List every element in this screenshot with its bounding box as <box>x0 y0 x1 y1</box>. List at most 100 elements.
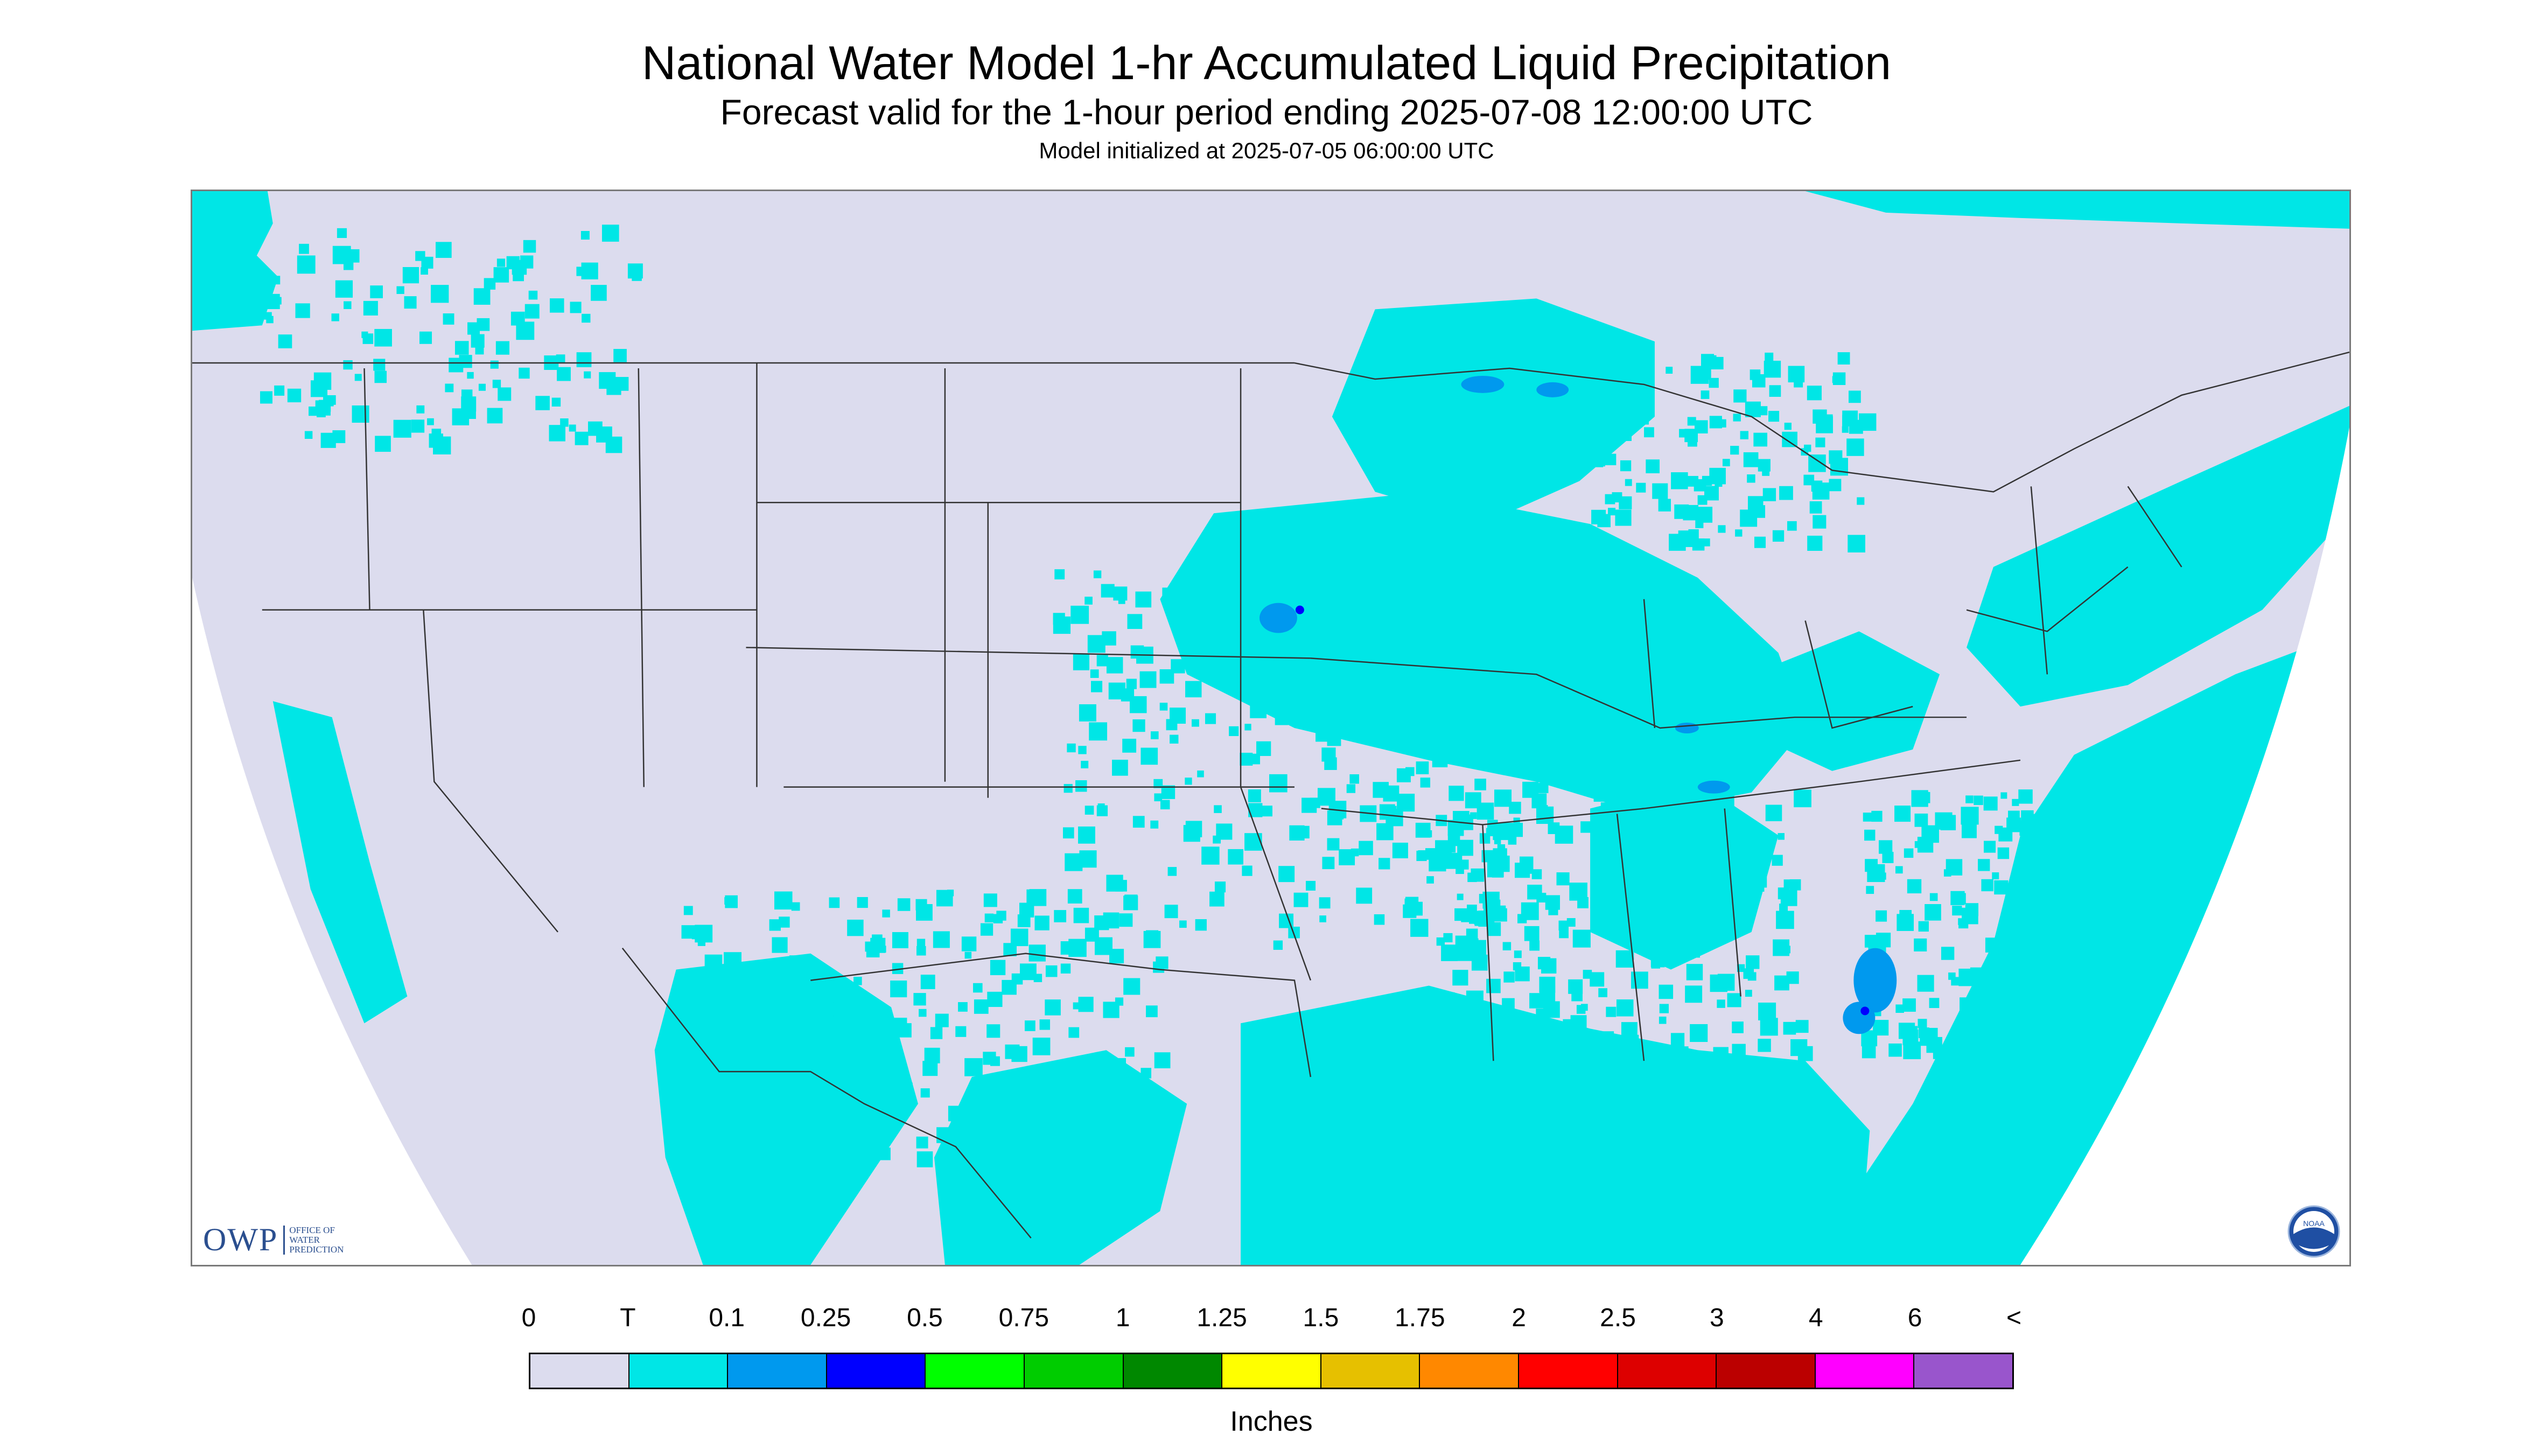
trace-precip-cell <box>1351 654 1358 661</box>
trace-precip-cell <box>1494 837 1501 844</box>
trace-precip-cell <box>1485 611 1496 622</box>
colorbar-swatch <box>1420 1354 1519 1388</box>
trace-precip-cell <box>1129 696 1147 713</box>
trace-precip-cell <box>704 954 723 972</box>
trace-precip-cell <box>2019 820 2035 836</box>
trace-precip-cell <box>1758 1039 1771 1052</box>
trace-precip-cell <box>744 1021 761 1039</box>
trace-precip-cell <box>699 1014 712 1027</box>
trace-precip-cell <box>1646 459 1660 473</box>
trace-precip-cell <box>964 1058 983 1076</box>
trace-precip-cell <box>1783 1021 1796 1035</box>
trace-precip-cell <box>915 904 933 921</box>
trace-precip-cell <box>1459 1007 1473 1021</box>
trace-precip-cell <box>1275 712 1289 725</box>
trace-precip-cell <box>761 1057 775 1071</box>
trace-precip-cell <box>1073 907 1089 923</box>
trace-precip-cell <box>591 285 607 301</box>
trace-precip-cell <box>919 1009 927 1017</box>
trace-precip-cell <box>980 923 993 936</box>
trace-precip-cell <box>873 1142 887 1154</box>
trace-precip-cell <box>582 313 591 323</box>
trace-precip-cell <box>1019 902 1034 918</box>
trace-precip-cell <box>867 1003 874 1010</box>
projection-edge-mask <box>192 427 2349 1265</box>
trace-precip-cell <box>1503 971 1515 983</box>
trace-precip-cell <box>892 932 908 948</box>
trace-precip-cell <box>1209 891 1224 907</box>
trace-precip-cell <box>1011 1046 1027 1062</box>
colorbar-tick-label: 3 <box>1710 1304 1724 1332</box>
trace-precip-cell <box>1734 897 1750 912</box>
colorbar-swatch <box>530 1354 629 1388</box>
trace-precip-cell <box>1256 741 1271 756</box>
trace-precip-cell <box>1509 801 1521 814</box>
trace-precip-cell <box>677 1005 691 1019</box>
trace-precip-cell <box>1690 1024 1708 1042</box>
trace-precip-cell <box>964 951 972 959</box>
trace-precip-cell <box>1577 897 1589 908</box>
trace-precip-cell <box>1185 821 1202 837</box>
trace-precip-cell <box>1329 805 1341 817</box>
colorbar-tick-label: 6 <box>1907 1304 1922 1332</box>
trace-precip-cell <box>1864 829 1876 841</box>
trace-precip-cell <box>884 1047 892 1055</box>
trace-precip-cell <box>1418 572 1432 586</box>
trace-precip-cell <box>806 1024 813 1031</box>
trace-precip-cell <box>897 898 911 911</box>
trace-precip-cell <box>1601 388 1610 396</box>
trace-precip-cell <box>1752 374 1766 388</box>
trace-precip-cell <box>1897 914 1914 931</box>
trace-precip-cell <box>1459 946 1471 958</box>
trace-precip-cell <box>605 436 622 453</box>
trace-precip-cell <box>1491 739 1501 748</box>
trace-precip-cell <box>722 1127 739 1144</box>
trace-precip-cell <box>274 297 282 305</box>
trace-precip-cell <box>951 1152 968 1168</box>
trace-precip-cell <box>1619 496 1632 509</box>
trace-precip-cell <box>724 952 741 970</box>
trace-precip-cell <box>1776 911 1794 929</box>
trace-precip-cell <box>1687 417 1696 426</box>
trace-precip-cell <box>1154 793 1163 802</box>
moderate-precip-core <box>1860 1006 1870 1016</box>
trace-precip-cell <box>916 1151 933 1167</box>
trace-precip-cell <box>1803 474 1815 486</box>
trace-precip-cell <box>1636 482 1646 493</box>
trace-precip-cell <box>1079 850 1097 868</box>
trace-precip-cell <box>1449 786 1464 801</box>
trace-precip-cell <box>487 408 503 424</box>
trace-precip-cell <box>1273 940 1283 950</box>
trace-precip-cell <box>317 408 326 417</box>
trace-precip-cell <box>1150 820 1159 829</box>
trace-precip-cell <box>576 352 592 367</box>
trace-precip-cell <box>1713 1047 1729 1062</box>
trace-precip-cell <box>1696 507 1713 523</box>
trace-precip-cell <box>1383 785 1400 802</box>
trace-precip-cell <box>396 286 404 294</box>
trace-precip-area <box>1332 298 1655 524</box>
trace-precip-cell <box>1598 988 1607 997</box>
trace-precip-cell <box>1379 858 1390 870</box>
trace-precip-cell <box>467 372 474 379</box>
trace-precip-cell <box>1644 427 1654 438</box>
trace-precip-cell <box>834 1096 846 1108</box>
trace-precip-cell <box>1670 1033 1685 1047</box>
trace-precip-cell <box>443 313 454 325</box>
map-canvas <box>192 191 2349 1265</box>
trace-precip-cell <box>1314 615 1333 634</box>
trace-precip-cell <box>1522 781 1539 798</box>
trace-precip-cell <box>1914 938 1927 951</box>
trace-precip-cell <box>1493 848 1507 863</box>
trace-precip-cell <box>1457 893 1464 900</box>
trace-precip-cell <box>1426 876 1434 884</box>
trace-precip-cell <box>1882 852 1894 863</box>
trace-precip-cell <box>2023 863 2040 880</box>
trace-precip-cell <box>1089 722 1108 741</box>
trace-precip-cell <box>310 380 328 397</box>
trace-precip-cell <box>768 1086 785 1103</box>
trace-precip-cell <box>1014 1112 1028 1126</box>
trace-precip-cell <box>1053 613 1065 625</box>
trace-precip-cell <box>1717 999 1725 1008</box>
trace-precip-cell <box>1293 892 1309 907</box>
